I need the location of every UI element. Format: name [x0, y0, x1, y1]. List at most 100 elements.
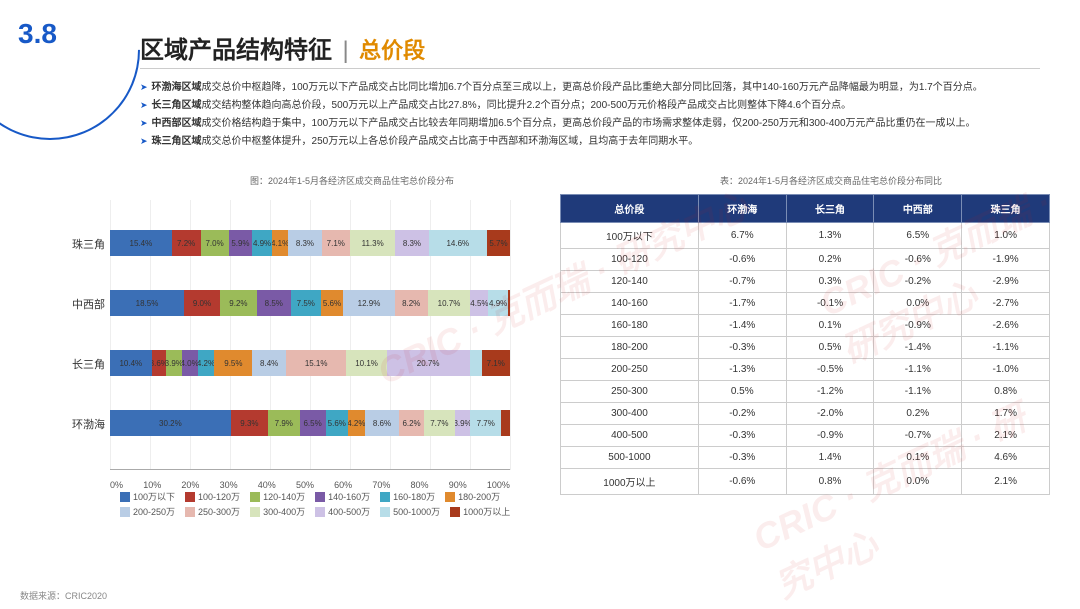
legend-item: 160-180万: [380, 490, 435, 503]
bar-segment: 8.4%: [252, 350, 286, 376]
x-tick: 40%: [258, 480, 276, 490]
bar-segment: 5.6%: [321, 290, 343, 316]
bar-segment: 15.4%: [110, 230, 172, 256]
table-cell: 0.1%: [786, 315, 874, 337]
table-cell: 6.7%: [698, 223, 786, 249]
bar-segment: 9.0%: [184, 290, 220, 316]
table-body: 100万以下6.7%1.3%6.5%1.0%100-120-0.6%0.2%-0…: [561, 223, 1050, 495]
x-tick: 90%: [449, 480, 467, 490]
bar-segment: 9.2%: [220, 290, 257, 316]
table-header: 总价段: [561, 195, 699, 223]
bar-segment: 9.3%: [231, 410, 268, 436]
table-row: 250-3000.5%-1.2%-1.1%0.8%: [561, 381, 1050, 403]
x-tick: 20%: [181, 480, 199, 490]
table-cell: 6.5%: [874, 223, 962, 249]
bar-segment: 4.5%: [470, 290, 488, 316]
table-cell: -2.7%: [962, 293, 1050, 315]
legend-item: 120-140万: [250, 490, 305, 503]
table-cell: -2.6%: [962, 315, 1050, 337]
bar-segment: 4.2%: [198, 350, 215, 376]
table-cell: 0.5%: [698, 381, 786, 403]
table-row: 500-1000-0.3%1.4%0.1%4.6%: [561, 447, 1050, 469]
bar-segment: 10.1%: [346, 350, 386, 376]
bar-segment: 7.7%: [470, 410, 501, 436]
table-cell: 0.3%: [786, 271, 874, 293]
bullet-item: 长三角区域成交结构整体趋向高总价段，500万元以上产品成交占比27.8%，同比提…: [140, 98, 1050, 114]
bar-segment: 4.2%: [348, 410, 365, 436]
table-cell: 0.2%: [874, 403, 962, 425]
bar-segment: [508, 290, 510, 316]
bar-segment: 18.5%: [110, 290, 184, 316]
bar-segment: 5.7%: [487, 230, 510, 256]
table-cell: -1.4%: [698, 315, 786, 337]
x-tick: 100%: [487, 480, 510, 490]
title-main: 区域产品结构特征: [140, 37, 332, 64]
table-cell: -1.1%: [874, 381, 962, 403]
bar-segment: 4.9%: [252, 230, 272, 256]
x-tick: 50%: [296, 480, 314, 490]
table-row: 1000万以上-0.6%0.8%0.0%2.1%: [561, 469, 1050, 495]
table-cell: -1.1%: [874, 359, 962, 381]
bar-segment: 4.0%: [182, 350, 198, 376]
table-cell: 0.0%: [874, 293, 962, 315]
bar-row: 30.2%9.3%7.9%6.5%5.6%4.2%8.6%6.2%7.7%3.9…: [110, 410, 510, 436]
table-cell: -1.3%: [698, 359, 786, 381]
bar-segment: 15.1%: [286, 350, 346, 376]
bar-segment: 7.0%: [201, 230, 229, 256]
bar-segment: 7.1%: [322, 230, 350, 256]
section-number: 3.8: [18, 18, 57, 50]
data-table: 总价段环渤海长三角中西部珠三角 100万以下6.7%1.3%6.5%1.0%10…: [560, 194, 1050, 495]
bullet-item: 中西部区域成交价格结构趋于集中，100万元以下产品成交占比较去年同期增加6.5个…: [140, 116, 1050, 132]
category-label: 长三角: [50, 356, 105, 372]
title-sub: 总价段: [359, 38, 425, 63]
table-cell: 100万以下: [561, 223, 699, 249]
legend-item: 250-300万: [185, 505, 240, 518]
table-cell: -0.1%: [786, 293, 874, 315]
table-cell: 160-180: [561, 315, 699, 337]
table-cell: 120-140: [561, 271, 699, 293]
legend-item: 180-200万: [445, 490, 500, 503]
bar-segment: 7.9%: [268, 410, 300, 436]
stacked-bar-chart: 0%10%20%30%40%50%60%70%80%90%100% 100万以下…: [50, 200, 530, 520]
table-cell: 1.4%: [786, 447, 874, 469]
table-row: 100万以下6.7%1.3%6.5%1.0%: [561, 223, 1050, 249]
x-tick: 80%: [411, 480, 429, 490]
x-tick: 0%: [110, 480, 123, 490]
bullet-list: 环渤海区域成交总价中枢趋降，100万元以下产品成交占比同比增加6.7个百分点至三…: [140, 80, 1050, 152]
table-row: 400-500-0.3%-0.9%-0.7%2.1%: [561, 425, 1050, 447]
x-ticks: 0%10%20%30%40%50%60%70%80%90%100%: [110, 480, 510, 490]
table-cell: -0.3%: [698, 425, 786, 447]
table-cell: -0.9%: [786, 425, 874, 447]
table-row: 160-180-1.4%0.1%-0.9%-2.6%: [561, 315, 1050, 337]
category-label: 珠三角: [50, 236, 105, 252]
table-cell: 1.7%: [962, 403, 1050, 425]
bar-segment: 20.7%: [387, 350, 470, 376]
category-label: 中西部: [50, 296, 105, 312]
table-cell: 1.0%: [962, 223, 1050, 249]
bar-segment: 11.3%: [350, 230, 395, 256]
bullet-item: 珠三角区域成交总价中枢整体提升，250万元以上各总价段产品成交占比高于中西部和环…: [140, 134, 1050, 150]
table-cell: 0.8%: [962, 381, 1050, 403]
table-cell: 250-300: [561, 381, 699, 403]
bar-segment: 4.1%: [272, 230, 288, 256]
table-cell: 0.8%: [786, 469, 874, 495]
legend-item: 100万以下: [120, 490, 175, 503]
table-cell: 1000万以上: [561, 469, 699, 495]
table-cell: 140-160: [561, 293, 699, 315]
bar-segment: 8.5%: [257, 290, 291, 316]
bar-segment: 5.6%: [326, 410, 348, 436]
table-cell: -1.9%: [962, 249, 1050, 271]
x-tick: 30%: [220, 480, 238, 490]
bar-segment: 8.3%: [288, 230, 321, 256]
table-row: 180-200-0.3%0.5%-1.4%-1.1%: [561, 337, 1050, 359]
table-cell: 1.3%: [786, 223, 874, 249]
table-cell: -0.3%: [698, 337, 786, 359]
bar-segment: [501, 410, 510, 436]
bar-row: 10.4%3.6%3.9%4.0%4.2%9.5%8.4%15.1%10.1%2…: [110, 350, 510, 376]
table-cell: 100-120: [561, 249, 699, 271]
legend-item: 100-120万: [185, 490, 240, 503]
legend-item: 300-400万: [250, 505, 305, 518]
table-cell: -2.0%: [786, 403, 874, 425]
table-cell: -1.1%: [962, 337, 1050, 359]
chart-legend: 100万以下100-120万120-140万140-160万160-180万18…: [120, 490, 540, 520]
